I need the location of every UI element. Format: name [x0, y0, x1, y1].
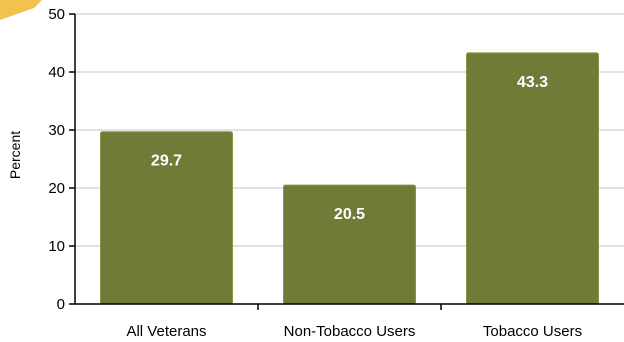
y-tick-label: 30 [48, 122, 65, 139]
bar-non-tobacco-users [283, 184, 416, 305]
x-category-labels: All Veterans Non-Tobacco Users Tobacco Use… [126, 323, 582, 340]
bars [100, 52, 599, 305]
bar-value-label: 43.3 [517, 74, 548, 91]
y-tick-label: 20 [48, 180, 65, 197]
y-tick-label: 50 [48, 6, 65, 23]
bar-value-labels: 29.7 20.5 43.3 [151, 74, 548, 223]
bar-value-label: 29.7 [151, 153, 182, 170]
y-axis-title: Percent [7, 131, 23, 179]
y-tick-label: 40 [48, 64, 65, 81]
y-tick-label: 10 [48, 238, 65, 255]
x-category-label: Non-Tobacco Users [284, 323, 416, 340]
x-category-label: All Veterans [126, 323, 206, 340]
bar-value-label: 20.5 [334, 206, 365, 223]
axes [69, 13, 624, 310]
y-tick-label: 0 [57, 296, 65, 313]
corner-accent-shape [0, 0, 42, 20]
x-category-label: Tobacco Users [483, 323, 582, 340]
y-tick-labels: 0 10 20 30 40 50 [48, 6, 65, 313]
